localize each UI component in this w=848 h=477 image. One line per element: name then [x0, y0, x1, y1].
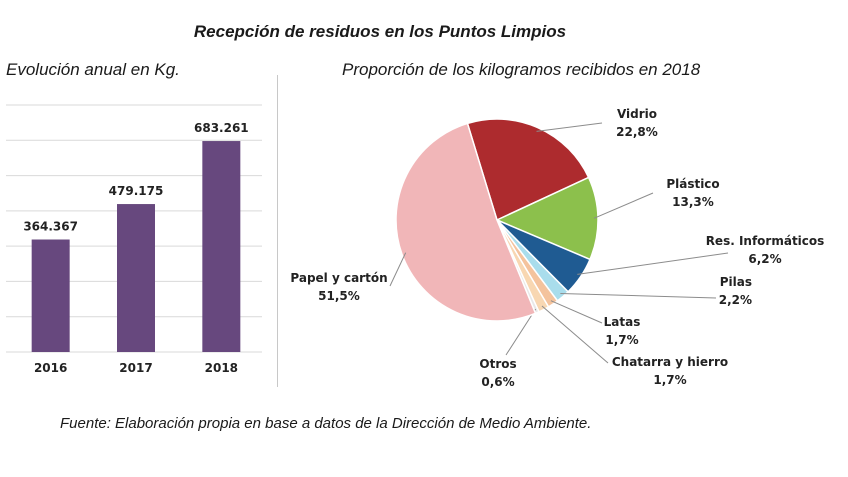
bar-chart-subtitle: Evolución anual en Kg.: [6, 60, 180, 79]
slice-percent: 2,2%: [719, 293, 752, 307]
slice-percent: 1,7%: [605, 333, 638, 347]
leader-line: [541, 305, 609, 364]
page-title: Recepción de residuos en los Puntos Limp…: [193, 22, 567, 41]
bar-value-label: 364.367: [23, 220, 78, 234]
slice-percent: 51,5%: [318, 289, 360, 303]
leader-line: [536, 122, 603, 132]
leader-line: [550, 300, 603, 324]
bar-value-label: 479.175: [109, 184, 164, 198]
pie-slice-vidrio: [466, 118, 590, 222]
pie-slice-pl-stico: [495, 176, 599, 261]
x-tick-label: 2017: [119, 361, 152, 375]
slice-label: Papel y cartón: [290, 271, 387, 285]
chart-divider: [277, 75, 278, 387]
x-tick-label: 2016: [34, 361, 67, 375]
bar-2018: [202, 141, 241, 352]
slice-label: Otros: [479, 357, 516, 371]
leader-line: [593, 192, 654, 219]
slice-label: Res. Informáticos: [706, 234, 825, 248]
slice-label: Pilas: [720, 275, 752, 289]
leader-line: [560, 292, 717, 299]
source-note: Fuente: Elaboración propia en base a dat…: [60, 415, 592, 432]
slice-label: Vidrio: [617, 107, 657, 121]
slice-label: Plástico: [666, 177, 719, 191]
slice-percent: 13,3%: [672, 195, 714, 209]
bar-2016: [31, 239, 70, 352]
slice-label: Chatarra y hierro: [612, 355, 728, 369]
bar-chart: 364.367 2016 479.175 2017 683.261 2018: [6, 104, 262, 375]
slice-percent: 22,8%: [616, 125, 658, 139]
leader-line: [389, 252, 407, 287]
slice-percent: 0,6%: [481, 375, 514, 389]
bar-2017: [117, 204, 155, 352]
leader-line: [505, 308, 537, 356]
pie-chart-subtitle: Proporción de los kilogramos recibidos e…: [342, 60, 701, 79]
slice-label: Latas: [604, 315, 641, 329]
slice-percent: 6,2%: [748, 252, 781, 266]
slice-percent: 1,7%: [653, 373, 686, 387]
pie-chart: Vidrio 22,8% Plástico 13,3% Res. Informático…: [290, 107, 825, 389]
pie-slice-papel-y-cart-n: [395, 122, 537, 322]
x-tick-label: 2018: [205, 361, 238, 375]
leader-line: [577, 252, 729, 275]
bar-value-label: 683.261: [194, 121, 249, 135]
